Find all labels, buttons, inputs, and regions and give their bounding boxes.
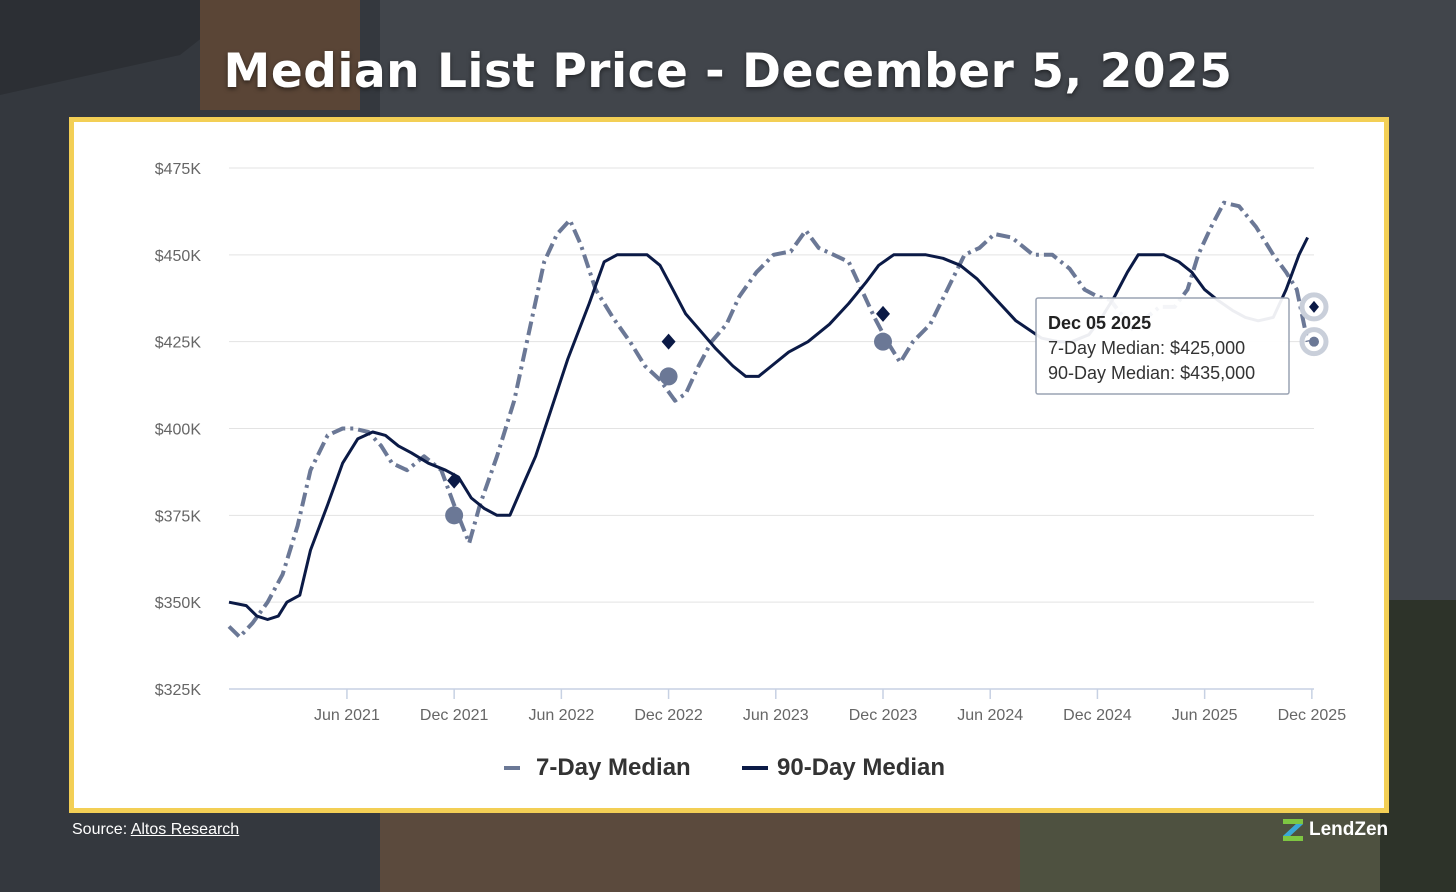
brand-name: LendZen [1309,819,1389,840]
y-tick-label: $400K [155,422,202,439]
hover-marker-7-day-halo [1299,327,1329,357]
series-line-7-day-median[interactable] [227,200,1310,639]
chart-panel: $325K $350K $375K $400K $425K $450K $475K Jun 2… [69,117,1389,813]
series-line-90-day-median[interactable] [228,236,1309,621]
y-tick-label: $450K [155,248,202,265]
x-tick-label: Jun 2022 [528,707,594,724]
source-credit: Source: Altos Research [72,821,239,839]
page-title: Median List Price - December 5, 2025 [223,44,1233,99]
hover-marker-90-day-halo [1299,292,1329,322]
line-chart[interactable]: $325K $350K $375K $400K $425K $450K $475K Jun 2… [74,122,1384,808]
y-tick-label: $375K [155,508,202,525]
x-tick-label: Dec 2025 [1278,707,1347,724]
hover-marker-90-day[interactable] [1309,300,1319,313]
tooltip-date: Dec 05 2025 [1048,313,1151,333]
x-tick-label: Dec 2021 [420,707,489,724]
x-tick-label: Jun 2021 [314,707,380,724]
legend-label-7-day: 7-Day Median [536,754,691,781]
y-tick-label: $325K [155,682,202,699]
tooltip-line-90-day: 90-Day Median: $435,000 [1048,363,1255,383]
tooltip-line-7-day: 7-Day Median: $425,000 [1048,338,1245,358]
marker-90-day[interactable] [661,333,676,350]
x-tick-label: Dec 2024 [1063,707,1132,724]
marker-7-day[interactable] [445,506,464,525]
x-tick-label: Jun 2024 [957,707,1023,724]
x-tick-label: Dec 2023 [849,707,918,724]
marker-90-day[interactable] [447,472,462,489]
x-tick-label: Dec 2022 [634,707,703,724]
x-tick-label: Jun 2025 [1172,707,1238,724]
hover-marker-7-day[interactable] [1309,336,1319,347]
y-tick-label: $425K [155,335,202,352]
marker-7-day[interactable] [874,332,893,351]
y-tick-label: $475K [155,161,202,178]
marker-7-day[interactable] [659,367,678,386]
x-tick-label: Jun 2023 [743,707,809,724]
marker-90-day[interactable] [876,305,891,322]
brand-logo: LendZen [1283,819,1388,841]
tooltip-box [1035,297,1290,395]
legend-label-90-day: 90-Day Median [777,754,945,781]
y-tick-label: $350K [155,595,202,612]
source-label: Source: [72,821,128,838]
source-link[interactable]: Altos Research [130,821,240,838]
lendzen-logo-icon [1283,819,1303,841]
